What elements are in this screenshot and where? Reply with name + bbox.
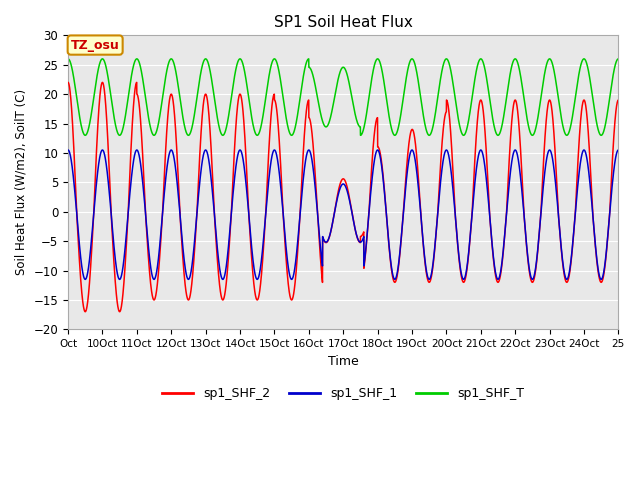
Y-axis label: Soil Heat Flux (W/m2), SoilT (C): Soil Heat Flux (W/m2), SoilT (C)	[15, 89, 28, 276]
Text: TZ_osu: TZ_osu	[71, 38, 120, 51]
X-axis label: Time: Time	[328, 355, 358, 368]
Legend: sp1_SHF_2, sp1_SHF_1, sp1_SHF_T: sp1_SHF_2, sp1_SHF_1, sp1_SHF_T	[157, 383, 529, 406]
Title: SP1 Soil Heat Flux: SP1 Soil Heat Flux	[274, 15, 413, 30]
